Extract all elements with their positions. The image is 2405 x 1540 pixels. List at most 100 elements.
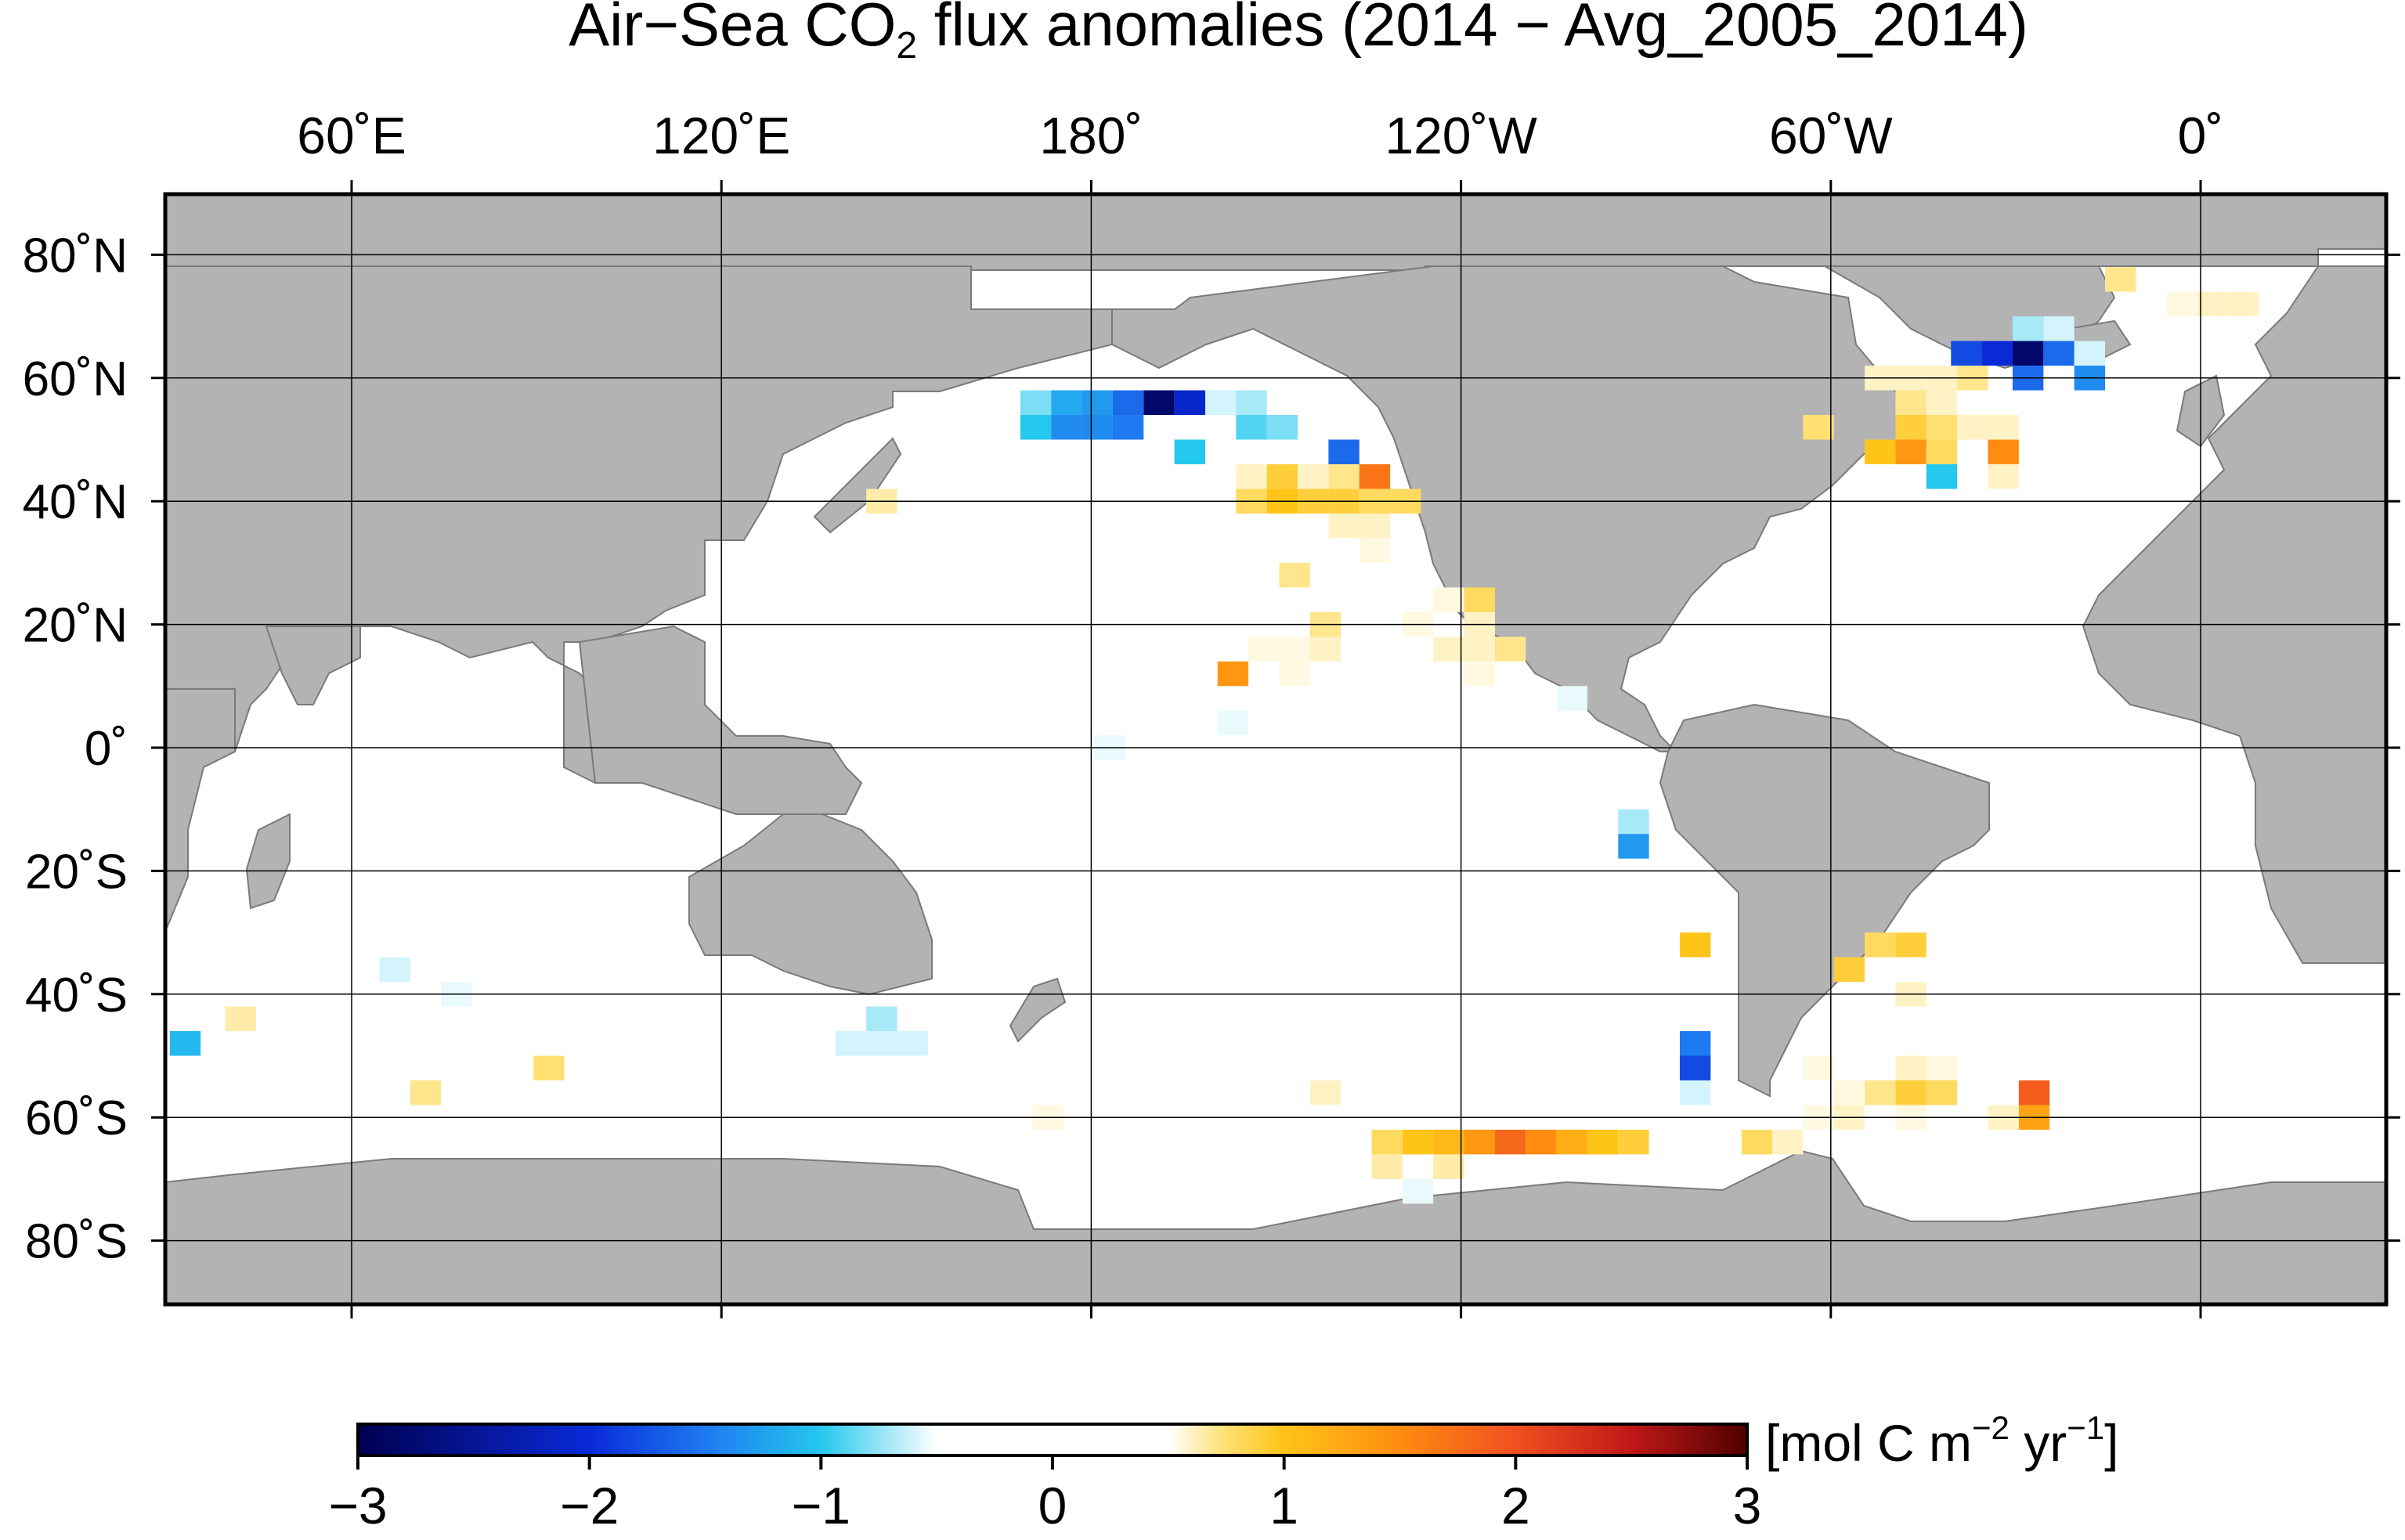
anomaly-cell xyxy=(2043,316,2075,341)
anomaly-cell xyxy=(1865,1080,1896,1105)
anomaly-cell xyxy=(1957,415,1988,440)
anomaly-cell xyxy=(1112,415,1144,440)
anomaly-cell xyxy=(1236,390,1267,416)
anomaly-cell xyxy=(1988,463,2019,489)
lat-tick-label: 20˚S xyxy=(25,845,128,899)
anomaly-cell xyxy=(1679,1031,1711,1056)
anomaly-cell xyxy=(1082,415,1113,440)
anomaly-cell xyxy=(1618,1129,1649,1155)
maritime-asia xyxy=(578,625,863,815)
anomaly-cell xyxy=(866,1031,897,1056)
anomaly-cell xyxy=(1895,390,1927,416)
anomaly-cell xyxy=(1833,957,1865,983)
anomaly-cell xyxy=(2228,291,2259,317)
anomaly-cell xyxy=(1865,932,1896,958)
arctic-land-band xyxy=(165,194,2386,271)
colorbar-tick-label: 0 xyxy=(1038,1477,1067,1535)
anomaly-cell xyxy=(1279,562,1310,588)
anomaly-cell xyxy=(1051,415,1082,440)
lon-tick-label: 60˚E xyxy=(297,106,406,164)
lat-tick-label: 0˚ xyxy=(85,722,128,776)
lon-tick-label: 60˚W xyxy=(1769,106,1893,164)
anomaly-cell xyxy=(1309,1080,1342,1105)
anomaly-cell xyxy=(1494,637,1526,662)
anomaly-cell xyxy=(1464,1129,1495,1155)
anomaly-cell xyxy=(1328,439,1360,464)
lon-tick-label: 120˚E xyxy=(652,106,790,164)
anomaly-cell xyxy=(1772,1129,1804,1155)
anomaly-cell xyxy=(1236,463,1267,489)
anomaly-cell xyxy=(1926,390,1958,416)
anomaly-cell xyxy=(1988,439,2019,464)
anomaly-cell xyxy=(1433,1154,1464,1179)
europe-africa-west xyxy=(2082,265,2386,964)
colorbar-unit-label: [mol C m−2 yr−1] xyxy=(1765,1409,2118,1472)
anomaly-cell xyxy=(1433,587,1464,612)
anomaly-cell xyxy=(1988,415,2019,440)
anomaly-cell xyxy=(1266,415,1298,440)
colorbar-tick-label: −2 xyxy=(560,1477,619,1535)
anomaly-cell xyxy=(1051,390,1082,416)
anomaly-cell xyxy=(1803,1055,1834,1080)
anomaly-cell xyxy=(2074,341,2106,366)
colorbar-ramp xyxy=(356,1423,1749,1457)
madagascar-island xyxy=(245,813,291,910)
lon-tick-label: 0˚ xyxy=(2178,106,2224,164)
anomaly-cell xyxy=(1865,439,1896,464)
anomaly-cell xyxy=(225,1006,257,1032)
anomaly-cell xyxy=(1679,1080,1711,1105)
lon-tick-label: 180˚ xyxy=(1039,106,1143,164)
anomaly-cell xyxy=(2166,291,2198,317)
anomaly-cell xyxy=(1926,1080,1958,1105)
lat-tick-label: 80˚S xyxy=(25,1215,128,1269)
anomaly-cell xyxy=(835,1031,867,1056)
anomaly-cell xyxy=(1020,415,1052,440)
map-panel xyxy=(165,194,2386,1304)
anomaly-cell xyxy=(2043,341,2075,366)
anomaly-cell xyxy=(1464,637,1495,662)
anomaly-cell xyxy=(1309,637,1342,662)
anomaly-cell xyxy=(1328,513,1360,539)
anomaly-cell xyxy=(1895,415,1927,440)
anomaly-cell xyxy=(1143,390,1175,416)
anomaly-cell xyxy=(1217,661,1249,687)
anomaly-cell xyxy=(1526,1129,1557,1155)
anomaly-cell xyxy=(533,1055,565,1080)
lat-tick-label: 20˚N xyxy=(23,599,128,653)
anomaly-cell xyxy=(2018,1080,2050,1105)
anomaly-cell xyxy=(1402,1129,1434,1155)
anomaly-cell xyxy=(1587,1129,1619,1155)
anomaly-cell xyxy=(1556,686,1587,711)
anomaly-cell xyxy=(1402,1178,1434,1204)
anomaly-cell xyxy=(379,957,410,983)
anomaly-cell xyxy=(1328,463,1360,489)
anomaly-cell xyxy=(2012,316,2044,341)
anomaly-cell xyxy=(1236,415,1267,440)
anomaly-cell xyxy=(1371,1154,1403,1179)
colorbar-tick-label: −1 xyxy=(792,1477,850,1535)
anomaly-cell xyxy=(1926,415,1958,440)
anomaly-cell xyxy=(1926,1055,1958,1080)
anomaly-cell xyxy=(1926,439,1958,464)
anomaly-cell xyxy=(1618,834,1649,859)
lat-tick-label: 80˚N xyxy=(23,229,128,283)
anomaly-cell xyxy=(1359,538,1391,563)
lat-tick-label: 40˚N xyxy=(23,475,128,529)
anomaly-cell xyxy=(1618,809,1649,835)
anomaly-cell xyxy=(2197,291,2229,317)
graticule xyxy=(165,194,2386,1304)
australia-landmass xyxy=(688,813,933,996)
anomaly-cell xyxy=(410,1080,442,1105)
anomaly-cell xyxy=(1371,1129,1403,1155)
anomaly-cell xyxy=(169,1031,201,1056)
anomaly-cell xyxy=(1803,415,1834,440)
south-america-landmass xyxy=(1659,703,1990,1098)
anomaly-cell xyxy=(1174,439,1205,464)
anomaly-cell xyxy=(897,1031,928,1056)
lat-tick-label: 40˚S xyxy=(25,968,128,1022)
anomaly-cell xyxy=(1433,637,1464,662)
colorbar-ticks: −3 −2 −1 0 1 2 3 xyxy=(328,1455,1761,1535)
anomaly-cell xyxy=(1359,513,1391,539)
anomaly-cell xyxy=(1266,463,1298,489)
